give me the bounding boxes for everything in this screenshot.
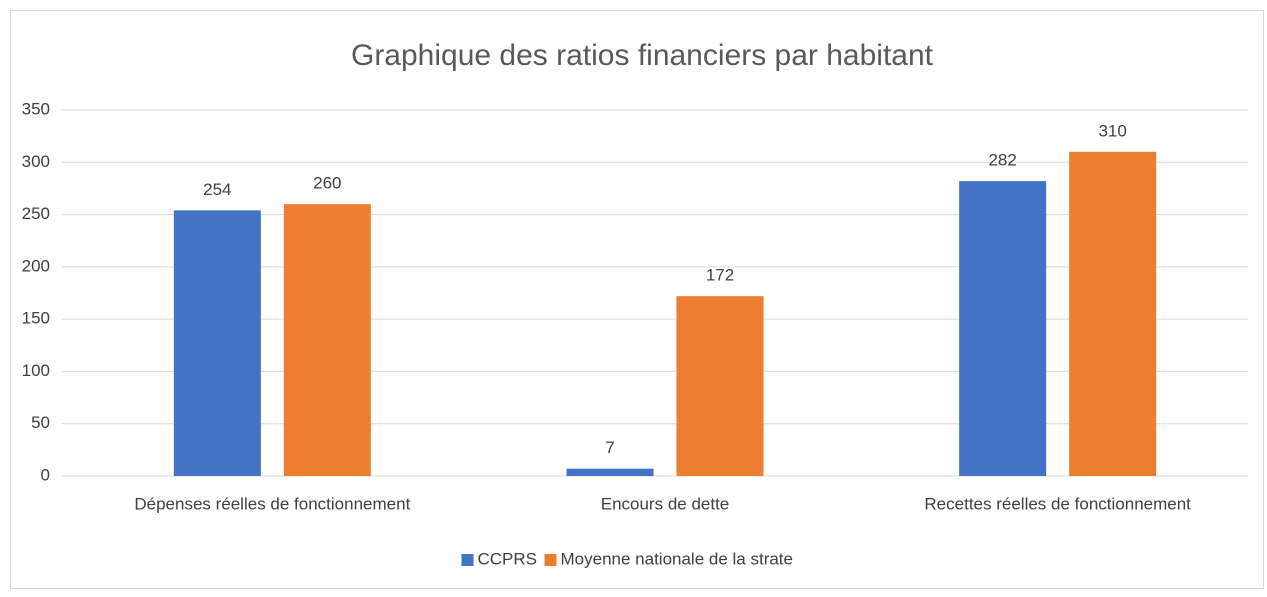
x-tick-label: Dépenses réelles de fonctionnement [134, 494, 410, 513]
legend-swatch [544, 554, 557, 566]
y-tick-label: 0 [41, 465, 50, 484]
bar [676, 296, 764, 476]
data-label: 310 [1098, 121, 1126, 140]
bar [959, 181, 1047, 476]
data-label: 172 [706, 266, 734, 285]
data-label: 260 [313, 174, 341, 193]
bar [283, 204, 371, 476]
legend-label: Moyenne nationale de la strate [561, 549, 794, 568]
bar [1069, 151, 1157, 477]
y-tick-label: 100 [22, 361, 50, 380]
y-tick-label: 50 [31, 413, 50, 432]
y-tick-label: 300 [22, 152, 50, 171]
x-tick-label: Encours de dette [601, 494, 730, 513]
legend-label: CCPRS [478, 549, 538, 568]
legend-swatch [461, 554, 474, 566]
y-tick-label: 350 [22, 99, 50, 118]
y-tick-label: 200 [22, 256, 50, 275]
data-label: 7 [605, 438, 614, 457]
bar [566, 468, 654, 476]
bar [173, 210, 261, 477]
x-tick-label: Recettes réelles de fonctionnement [924, 494, 1191, 513]
data-label: 282 [988, 151, 1016, 170]
chart-title: Graphique des ratios financiers par habi… [351, 39, 934, 72]
y-tick-label: 250 [22, 204, 50, 223]
data-label: 254 [203, 180, 231, 199]
y-tick-label: 150 [22, 309, 50, 328]
